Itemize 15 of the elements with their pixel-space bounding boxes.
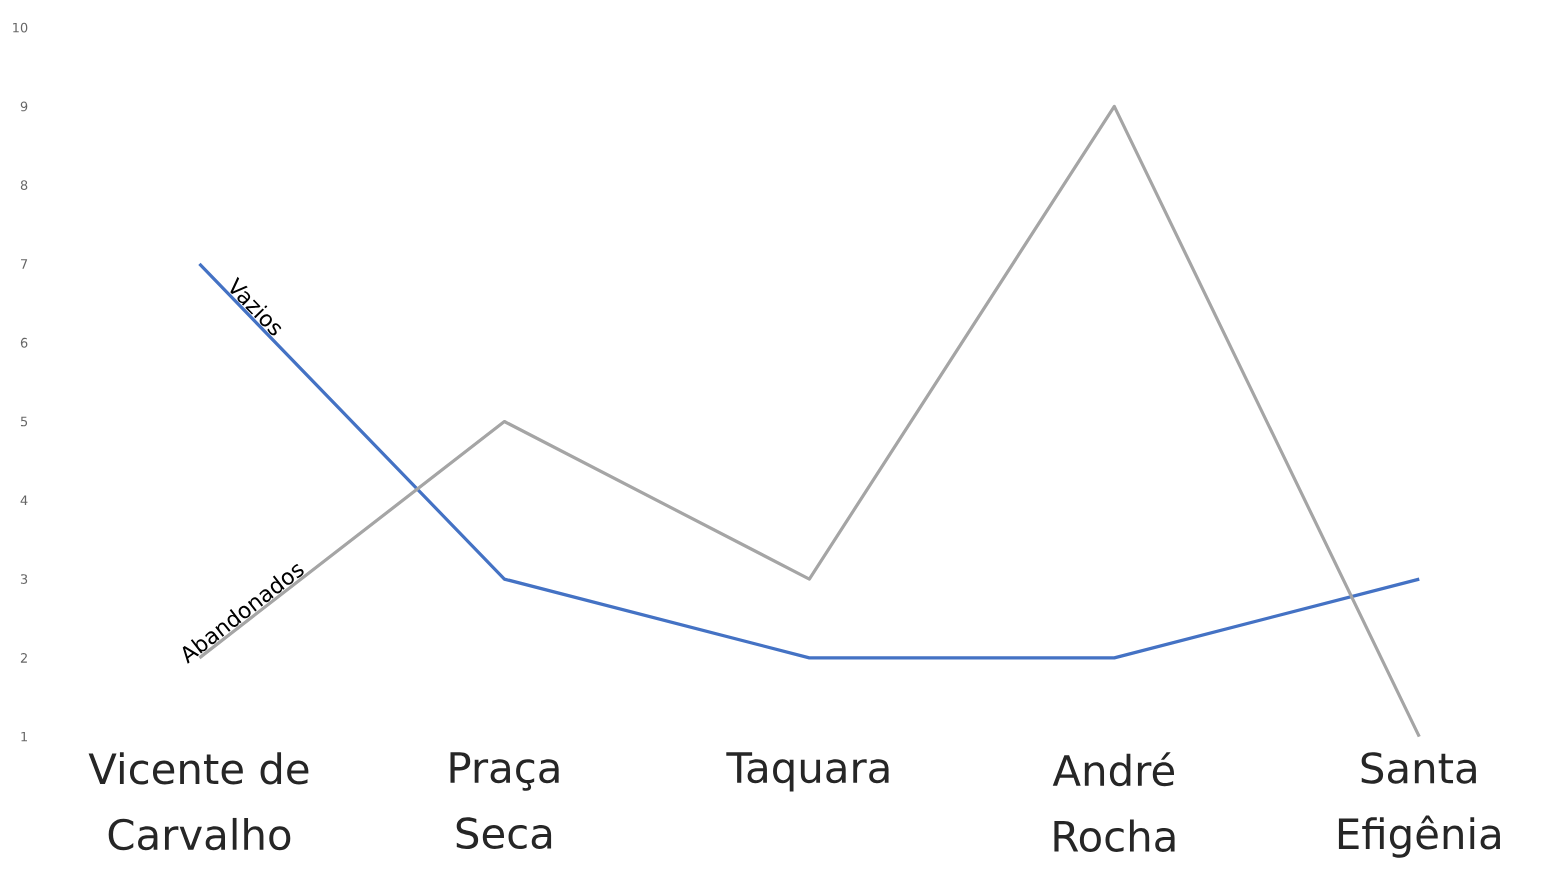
y-tick-label: 9 xyxy=(20,101,28,112)
x-tick-label: Taquara xyxy=(726,752,889,792)
y-tick-label: 2 xyxy=(20,653,27,663)
y-tick-label: 6 xyxy=(20,337,28,348)
x-tick-label: Praça Seca xyxy=(450,752,559,850)
y-tick-label: 1 xyxy=(21,731,27,742)
y-tick-label: 8 xyxy=(20,180,28,191)
y-tick-label: 7 xyxy=(21,259,28,269)
x-tick-label: Vicente de Carvalho xyxy=(88,752,309,851)
y-tick-label: 10 xyxy=(13,22,28,33)
y-tick-label: 3 xyxy=(20,574,28,584)
x-tick-label: Santa Efigênia xyxy=(1338,752,1500,858)
y-tick-label: 4 xyxy=(20,495,28,506)
x-tick-label: André Rocha xyxy=(1052,752,1175,852)
y-tick-label: 5 xyxy=(20,416,28,427)
